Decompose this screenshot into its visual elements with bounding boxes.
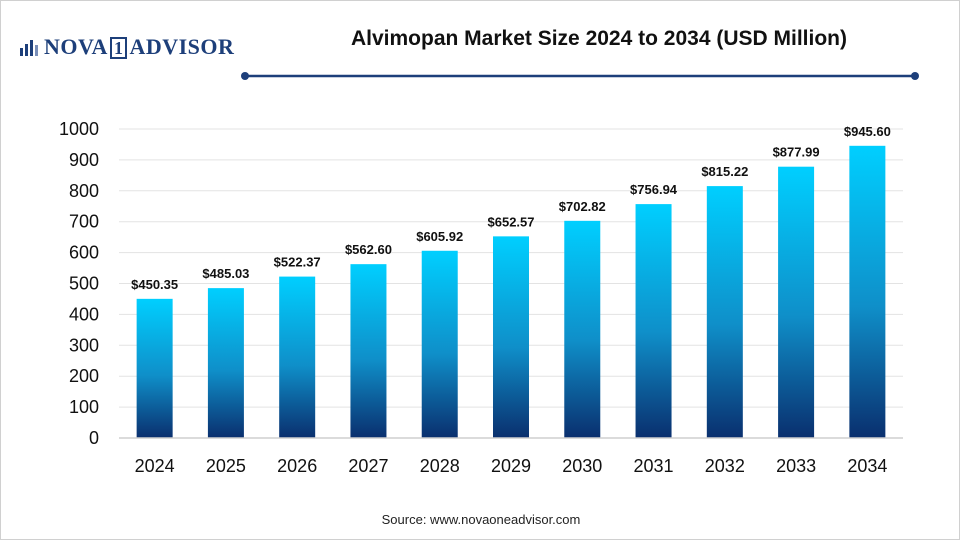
data-label: $815.22 (701, 164, 748, 179)
bar (207, 288, 244, 438)
data-label: $605.92 (416, 229, 463, 244)
bar (706, 186, 743, 438)
bars (136, 145, 886, 438)
chart-title: Alvimopan Market Size 2024 to 2034 (USD … (351, 27, 847, 50)
bar (778, 166, 815, 438)
y-tick-label: 900 (69, 150, 99, 170)
bar (564, 220, 601, 438)
source-note: Source: www.novaoneadvisor.com (381, 512, 581, 527)
bar (849, 145, 886, 438)
data-label: $702.82 (559, 199, 606, 214)
bar (279, 276, 316, 438)
y-tick-label: 500 (69, 274, 99, 294)
y-tick-label: 1000 (59, 119, 99, 139)
bar-chart: 0 100 200 300 400 500 600 700 800 900 1000 $450.35… (59, 119, 903, 476)
logo-text-advisor: ADVISOR (129, 34, 235, 59)
x-tick-label: 2024 (135, 456, 175, 476)
x-tick-label: 2034 (847, 456, 887, 476)
logo: NOVA 1 ADVISOR (19, 31, 234, 63)
data-label: $450.35 (131, 277, 178, 292)
bar (350, 264, 387, 438)
x-tick-label: 2026 (277, 456, 317, 476)
logo-text-one: 1 (109, 37, 128, 59)
x-tick-label: 2031 (634, 456, 674, 476)
data-label: $756.94 (630, 182, 678, 197)
bar-chart-logo-icon (20, 40, 38, 56)
data-label: $652.57 (488, 214, 535, 229)
x-tick-label: 2033 (776, 456, 816, 476)
x-tick-label: 2028 (420, 456, 460, 476)
data-labels: $450.35 $485.03 $522.37 $562.60 $605.92 $652.… (131, 124, 891, 292)
logo-text-nova: NOVA (44, 34, 108, 59)
bar (635, 204, 672, 438)
x-tick-label: 2032 (705, 456, 745, 476)
data-label: $877.99 (773, 145, 820, 160)
y-tick-label: 600 (69, 243, 99, 263)
x-tick-label: 2030 (562, 456, 602, 476)
y-tick-label: 200 (69, 366, 99, 386)
x-tick-label: 2027 (348, 456, 388, 476)
data-label: $562.60 (345, 242, 392, 257)
y-tick-label: 300 (69, 335, 99, 355)
x-tick-label: 2029 (491, 456, 531, 476)
bar (421, 250, 458, 438)
y-tick-label: 700 (69, 212, 99, 232)
y-axis-ticks: 0 100 200 300 400 500 600 700 800 900 1000 (59, 119, 99, 448)
y-tick-label: 0 (89, 428, 99, 448)
data-label: $485.03 (202, 266, 249, 281)
data-label: $522.37 (274, 255, 321, 270)
x-tick-label: 2025 (206, 456, 246, 476)
title-divider (241, 72, 919, 80)
y-tick-label: 400 (69, 304, 99, 324)
logo-text: NOVA 1 ADVISOR (44, 34, 234, 60)
bar (136, 298, 173, 438)
bar (493, 236, 529, 438)
data-label: $945.60 (844, 124, 891, 139)
x-axis-ticks: 2024 2025 2026 2027 2028 2029 2030 2031 2032 2033… (135, 456, 888, 476)
y-tick-label: 100 (69, 397, 99, 417)
y-tick-label: 800 (69, 181, 99, 201)
